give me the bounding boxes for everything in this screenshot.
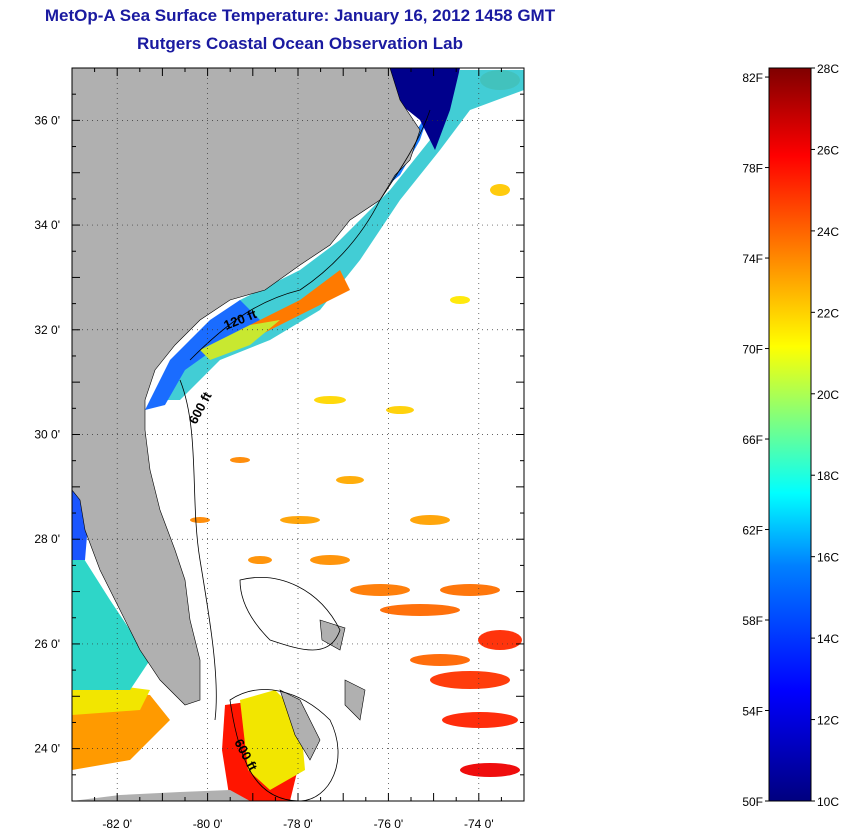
map-subtitle: Rutgers Coastal Ocean Observation Lab [137,34,463,53]
colorbar-label-f: 58F [742,614,763,628]
lat-tick-label: 24 0' [34,742,60,756]
colorbar-label-c: 26C [817,143,839,157]
colorbar-label-c: 22C [817,306,839,320]
pamlico-cold [390,68,460,150]
colorbar-label-f: 78F [742,162,763,176]
coastal-band-cold-south [145,300,260,410]
colorbar-label-c: 10C [817,795,839,809]
lat-tick-label: 30 0' [34,428,60,442]
land-southeast-us [72,68,421,706]
land-eleuthera [344,679,366,721]
colorbar-label-f: 50F [742,795,763,809]
land-cuba [72,790,250,801]
lat-tick-label: 34 0' [34,218,60,232]
lat-tick-label: 32 0' [34,323,60,337]
contour-great-bahama-bank [229,689,339,801]
contour-little-bahama-bank [239,577,341,651]
colorbar-label-c: 18C [817,469,839,483]
latitude-labels: 24 0' 26 0' 28 0' 30 0' 32 0' 34 0' 36 0' [34,113,60,755]
colorbar-label-f: 62F [742,524,763,538]
colorbar-celsius-labels: 28C 26C 24C 22C 20C 18C 16C 14C 12C 10C [817,62,839,809]
lon-tick-label: -78 0' [283,817,313,831]
colorbar-ticks [765,67,815,802]
contour-600ft-shelf [179,379,217,721]
colorbar-label-f: 70F [742,343,763,357]
lon-tick-label: -74 0' [464,817,494,831]
lat-lon-grid [72,68,524,801]
map-area: 120 ft 600 ft 600 ft [72,68,524,801]
lon-tick-label: -80 0' [193,817,223,831]
lon-tick-label: -82 0' [102,817,132,831]
colorbar-label-f: 82F [742,71,763,85]
lat-tick-label: 26 0' [34,637,60,651]
coastal-green [200,320,280,360]
lat-tick-label: 28 0' [34,532,60,546]
colorbar-label-f: 66F [742,433,763,447]
longitude-labels: -82 0' -80 0' -78 0' -76 0' -74 0' [102,817,493,831]
land-andros [279,689,321,761]
colorbar-fahrenheit-labels: 82F 78F 74F 70F 66F 62F 58F 54F 50F [742,71,763,809]
colorbar-label-f: 54F [742,705,763,719]
colorbar-label-c: 20C [817,388,839,402]
colorbar [768,67,812,802]
colorbar-label-c: 14C [817,632,839,646]
colorbar-label-c: 24C [817,225,839,239]
map-title: MetOp-A Sea Surface Temperature: January… [44,6,556,25]
sst-patches [190,70,522,777]
colorbar-label-c: 16C [817,551,839,565]
colorbar-label-f: 74F [742,252,763,266]
colorbar-label-c: 28C [817,62,839,76]
colorbar-label-c: 12C [817,714,839,728]
lat-tick-label: 36 0' [34,113,60,127]
contour-120ft [189,109,431,361]
gulf-coastal-water [72,540,150,690]
lon-tick-label: -76 0' [374,817,404,831]
axis-ticks [71,67,525,802]
